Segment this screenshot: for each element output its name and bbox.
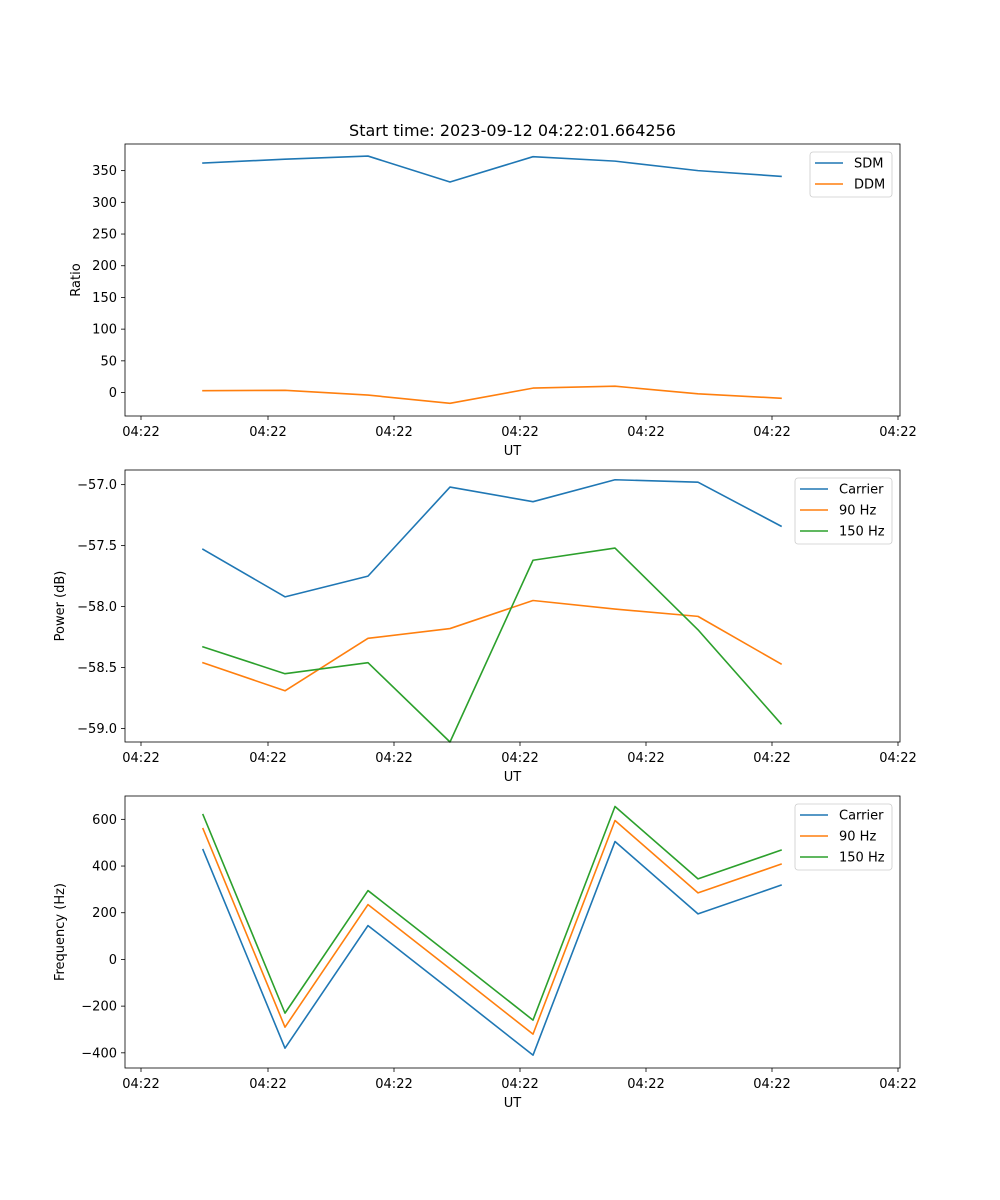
x-tick-label: 04:22 bbox=[249, 751, 286, 766]
series-line-sdm bbox=[202, 155, 782, 183]
legend-entry: DDM bbox=[854, 178, 885, 193]
x-axis-label: UT bbox=[504, 770, 522, 785]
y-tick-label: 200 bbox=[92, 259, 117, 274]
y-tick-label: −59.0 bbox=[77, 722, 117, 737]
y-tick-label: 100 bbox=[92, 323, 117, 338]
series-line-150-hz bbox=[201, 805, 783, 1021]
x-tick-label: 04:22 bbox=[122, 751, 159, 766]
chart-title: Start time: 2023-09-12 04:22:01.664256 bbox=[349, 121, 676, 140]
x-axis-label: UT bbox=[504, 1096, 522, 1111]
x-tick-label: 04:22 bbox=[627, 1077, 664, 1092]
y-tick-label: 250 bbox=[92, 228, 117, 243]
legend-entry: 150 Hz bbox=[839, 525, 885, 540]
series-line-ddm bbox=[202, 385, 782, 405]
axes-frame bbox=[124, 469, 901, 743]
series-line-carrier bbox=[201, 478, 783, 598]
legend-box bbox=[794, 477, 893, 545]
series-line-150-hz bbox=[201, 547, 783, 743]
y-tick-label: −400 bbox=[81, 1046, 117, 1061]
legend-box bbox=[794, 803, 893, 871]
x-tick-label: 04:22 bbox=[501, 751, 538, 766]
y-tick-label: 200 bbox=[92, 906, 117, 921]
chart-panels: Start time: 2023-09-12 04:22:01.664256 0 5… bbox=[53, 121, 917, 1111]
y-axis-label: Ratio bbox=[69, 263, 84, 296]
x-tick-label: 04:22 bbox=[753, 1077, 790, 1092]
legend-entry: 90 Hz bbox=[839, 504, 876, 519]
x-tick-label: 04:22 bbox=[627, 425, 664, 440]
chart-panel-1: Start time: 2023-09-12 04:22:01.664256 0 5… bbox=[69, 121, 917, 459]
legend: Carrier 90 Hz 150 Hz bbox=[794, 803, 893, 871]
axes-frame bbox=[124, 143, 901, 417]
y-tick-label: −58.0 bbox=[77, 600, 117, 615]
series-line-90-hz bbox=[201, 819, 783, 1035]
axes-frame bbox=[124, 795, 901, 1069]
x-tick-label: 04:22 bbox=[249, 1077, 286, 1092]
legend-entry: SDM bbox=[854, 157, 883, 172]
x-tick-label: 04:22 bbox=[753, 425, 790, 440]
x-tick-label: 04:22 bbox=[879, 425, 916, 440]
chart-panel-2: −59.0 −58.5 −58.0 −57.5 −57.0 04:22 04:22 04:22… bbox=[53, 469, 917, 785]
x-tick-label: 04:22 bbox=[879, 1077, 916, 1092]
x-tick-label: 04:22 bbox=[122, 425, 159, 440]
y-tick-label: −58.5 bbox=[77, 661, 117, 676]
y-tick-label: 150 bbox=[92, 291, 117, 306]
x-tick-label: 04:22 bbox=[753, 751, 790, 766]
y-tick-label: 350 bbox=[92, 164, 117, 179]
x-tick-label: 04:22 bbox=[122, 1077, 159, 1092]
legend: SDM DDM bbox=[809, 151, 893, 198]
y-axis-label: Frequency (Hz) bbox=[53, 883, 68, 981]
y-tick-label: −200 bbox=[81, 1000, 117, 1015]
x-tick-label: 04:22 bbox=[249, 425, 286, 440]
legend-entry: 150 Hz bbox=[839, 851, 885, 866]
y-axis-label: Power (dB) bbox=[53, 571, 68, 642]
x-axis-label: UT bbox=[504, 444, 522, 459]
legend-entry: Carrier bbox=[839, 809, 884, 824]
y-tick-label: 0 bbox=[109, 386, 117, 401]
y-tick-label: 300 bbox=[92, 196, 117, 211]
x-tick-label: 04:22 bbox=[375, 751, 412, 766]
legend: Carrier 90 Hz 150 Hz bbox=[794, 477, 893, 545]
y-tick-label: −57.0 bbox=[77, 478, 117, 493]
y-tick-label: 0 bbox=[109, 953, 117, 968]
x-tick-label: 04:22 bbox=[501, 425, 538, 440]
x-tick-label: 04:22 bbox=[627, 751, 664, 766]
legend-entry: Carrier bbox=[839, 483, 884, 498]
x-tick-label: 04:22 bbox=[879, 751, 916, 766]
chart-panel-3: −400 −200 0 200 400 600 04:22 04:22 04:22 04:22 04… bbox=[53, 795, 917, 1111]
x-tick-label: 04:22 bbox=[501, 1077, 538, 1092]
legend-entry: 90 Hz bbox=[839, 830, 876, 845]
y-tick-label: 600 bbox=[92, 813, 117, 828]
y-tick-label: 50 bbox=[100, 354, 117, 369]
y-tick-label: −57.5 bbox=[77, 539, 117, 554]
x-tick-label: 04:22 bbox=[375, 425, 412, 440]
y-tick-label: 400 bbox=[92, 860, 117, 875]
series-line-carrier bbox=[201, 840, 783, 1056]
x-tick-label: 04:22 bbox=[375, 1077, 412, 1092]
